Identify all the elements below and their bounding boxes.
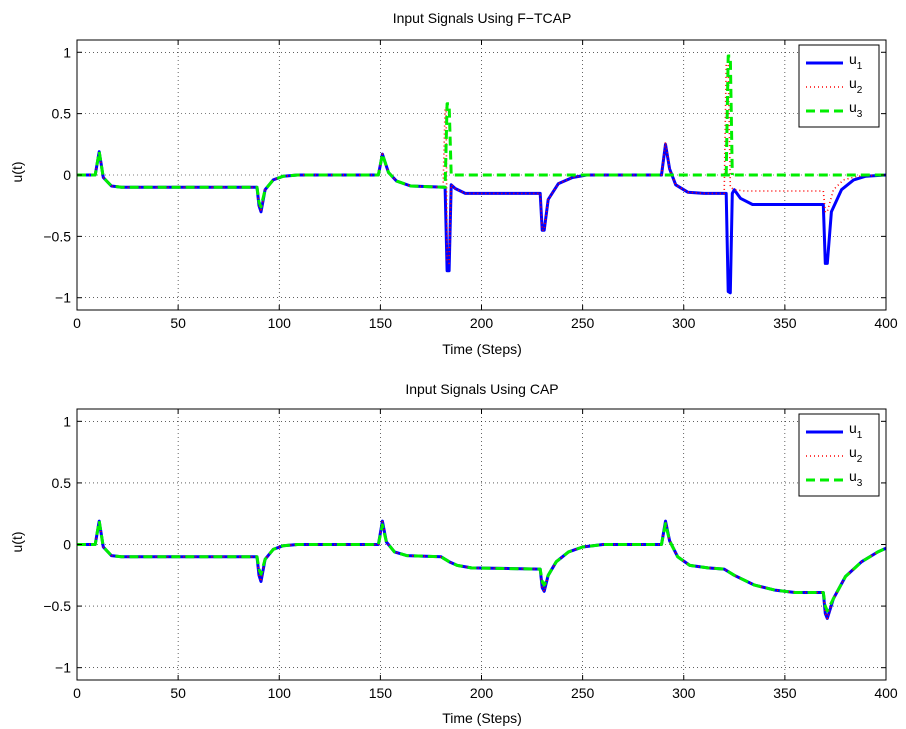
x-tick-label: 250 [571,685,595,701]
x-axis-label: Time (Steps) [442,710,522,726]
legend-label: u1 [849,420,863,441]
x-tick-label: 100 [268,685,292,701]
legend-label: u2 [849,75,863,96]
legend-label-main: u [849,444,857,460]
legend-label-main: u [849,420,857,436]
legend-box [798,413,880,497]
legend-label: u3 [849,468,863,489]
y-tick-label: 0.5 [52,106,72,122]
x-tick-label: 350 [773,315,797,331]
y-tick-label: 0 [63,537,71,553]
legend-box [798,44,880,128]
x-tick-label: 50 [170,315,186,331]
legend-label-subscript: 2 [857,85,863,96]
y-tick-label: 0.5 [52,475,72,491]
x-tick-label: 300 [672,685,696,701]
chart-title: Input Signals Using CAP [405,381,558,397]
subplot-cap: Input Signals Using CAP Time (Steps) u(t… [9,381,898,726]
y-tick-label: 0 [63,167,71,183]
legend-label: u2 [849,444,863,465]
series-line-u2 [77,63,886,265]
y-tick-label: −0.5 [43,228,71,244]
y-tick-label: 1 [63,413,71,429]
series-line-u3 [77,102,886,209]
series-line-u3 [77,519,886,613]
subplot-ftcap: Input Signals Using F−TCAP Time (Steps) … [9,10,898,357]
x-tick-label: 150 [369,685,393,701]
y-tick-label: −1 [55,290,71,306]
legend-label-subscript: 3 [857,478,863,489]
x-tick-label: 200 [470,315,494,331]
x-axis-label: Time (Steps) [442,341,522,357]
x-tick-label: 0 [73,315,81,331]
x-tick-label: 150 [369,315,393,331]
y-tick-label: 1 [63,44,71,60]
legend-label-main: u [849,99,857,115]
legend-label: u3 [849,99,863,120]
x-tick-label: 250 [571,315,595,331]
series-group [77,54,886,295]
x-tick-label: 100 [268,315,292,331]
y-tick-label: −1 [55,660,71,676]
legend-label-main: u [849,51,857,67]
chart-title: Input Signals Using F−TCAP [393,10,572,26]
x-tick-label: 50 [170,685,186,701]
x-tick-label: 400 [874,315,898,331]
x-tick-label: 400 [874,685,898,701]
legend-label-subscript: 2 [857,454,863,465]
y-axis-label: u(t) [9,532,25,553]
legend-label: u1 [849,51,863,72]
y-axis-label: u(t) [9,162,25,183]
legend-label-subscript: 3 [857,109,863,120]
legend-label-main: u [849,468,857,484]
legend-label-main: u [849,75,857,91]
legend-label-subscript: 1 [857,430,863,441]
x-tick-label: 350 [773,685,797,701]
series-line-u3-spike [724,54,734,176]
y-tick-label: −0.5 [43,598,71,614]
x-tick-label: 300 [672,315,696,331]
x-tick-label: 0 [73,685,81,701]
series-group [77,519,886,620]
x-tick-label: 200 [470,685,494,701]
legend-label-subscript: 1 [857,61,863,72]
